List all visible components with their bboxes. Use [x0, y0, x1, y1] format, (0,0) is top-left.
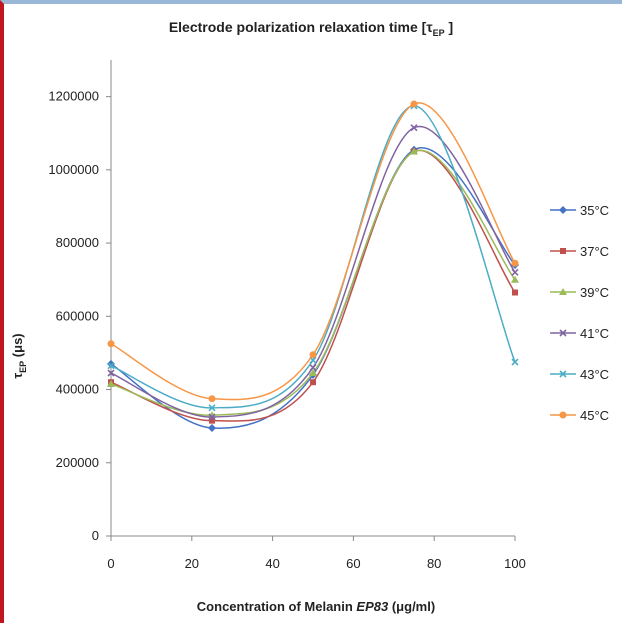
legend-label: 39°C — [580, 285, 609, 300]
data-point — [511, 358, 519, 366]
y-tick-label: 400000 — [56, 382, 99, 397]
series-5 — [107, 100, 519, 403]
legend-item: 41°C — [550, 326, 609, 341]
data-point — [559, 411, 567, 419]
y-tick-label: 1000000 — [48, 162, 99, 177]
data-point — [559, 370, 567, 378]
y-tick-label: 800000 — [56, 235, 99, 250]
chart-title: Electrode polarization relaxation time [… — [169, 19, 453, 38]
data-point — [410, 124, 418, 132]
tick-labels: 0 200000 400000 600000 800000 1000000 1200000 0… — [48, 89, 525, 571]
data-point — [511, 268, 519, 276]
series-3 — [107, 124, 519, 421]
data-point — [309, 369, 317, 377]
data-point — [209, 417, 215, 424]
data-point — [560, 248, 566, 254]
legend-item: 39°C — [550, 285, 609, 300]
series-layer — [107, 100, 519, 432]
x-tick-label: 20 — [185, 556, 199, 571]
series-line — [110, 105, 516, 409]
legend-label: 43°C — [580, 367, 609, 382]
series-line — [110, 102, 516, 401]
legend-item: 43°C — [550, 367, 609, 382]
y-tick-label: 0 — [92, 528, 99, 543]
data-point — [309, 364, 317, 372]
data-point — [512, 289, 518, 296]
line-chart: Electrode polarization relaxation time [… — [10, 19, 609, 614]
series-line — [110, 146, 516, 429]
x-tick-label: 40 — [265, 556, 279, 571]
legend-label: 45°C — [580, 408, 609, 423]
y-tick-label: 1200000 — [48, 89, 99, 104]
legend-label: 37°C — [580, 244, 609, 259]
data-point — [107, 369, 115, 377]
data-point — [107, 340, 115, 348]
data-point — [208, 423, 216, 432]
data-point — [310, 379, 316, 386]
x-axis-title: Concentration of Melanin EP83 (μg/ml) — [197, 599, 435, 614]
x-tick-label: 100 — [504, 556, 526, 571]
data-point — [208, 395, 216, 403]
data-point — [511, 275, 519, 283]
y-tick-label: 200000 — [56, 455, 99, 470]
x-tick-label: 60 — [346, 556, 360, 571]
data-point — [559, 288, 567, 295]
data-point — [410, 147, 418, 155]
y-axis-title: τEP (μs) — [10, 333, 28, 378]
svg-text:τEP (μs): τEP (μs) — [10, 333, 28, 378]
legend-item: 45°C — [550, 408, 609, 423]
legend-label: 41°C — [580, 326, 609, 341]
x-tick-label: 0 — [107, 556, 114, 571]
series-4 — [107, 102, 519, 412]
series-line — [110, 125, 516, 418]
data-point — [208, 413, 216, 421]
data-point — [559, 329, 567, 337]
data-point — [208, 404, 216, 412]
y-tick-label: 600000 — [56, 308, 99, 323]
series-line — [110, 149, 516, 422]
series-line — [110, 149, 516, 416]
axes — [106, 60, 516, 541]
data-point — [511, 259, 519, 267]
data-point — [410, 100, 418, 108]
data-point — [107, 362, 115, 370]
data-point — [309, 351, 317, 359]
data-point — [107, 380, 115, 388]
legend-item: 37°C — [550, 244, 609, 259]
legend-label: 35°C — [580, 203, 609, 218]
data-point — [559, 206, 567, 214]
legend-item: 35°C — [550, 203, 609, 218]
series-0 — [107, 145, 519, 432]
legend: 35°C 37°C 39°C 41°C 43°C 45°C — [550, 203, 609, 423]
x-tick-label: 80 — [427, 556, 441, 571]
